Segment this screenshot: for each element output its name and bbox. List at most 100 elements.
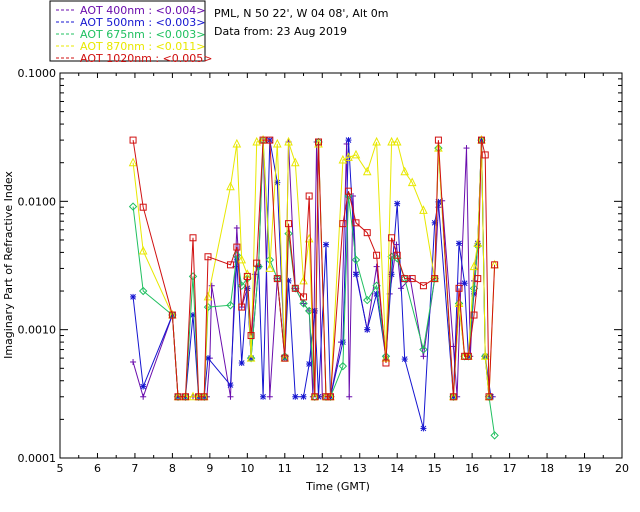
data-point-diamond: [469, 284, 479, 293]
data-point-square: [478, 136, 485, 144]
data-point-triangle: [237, 254, 247, 264]
y-axis-title: Imaginary Part of Refractive Index: [2, 171, 15, 359]
data-point-triangle: [299, 275, 308, 285]
data-point-star: [140, 383, 147, 390]
data-point-plus: [346, 393, 353, 400]
data-point-triangle: [252, 136, 262, 146]
data-point-diamond: [138, 286, 148, 296]
data-point-square: [470, 311, 478, 319]
data-point-triangle: [138, 245, 148, 255]
legend-label: AOT 870nm : <0.011>: [80, 40, 206, 53]
y-tick-label: 0.0001: [18, 452, 57, 465]
data-point-square: [315, 138, 323, 146]
data-point-star: [461, 280, 468, 287]
data-point-star: [352, 271, 359, 278]
data-point-square: [226, 261, 234, 269]
x-tick-label: 8: [169, 462, 176, 475]
data-point-triangle: [338, 154, 348, 164]
data-point-star: [306, 361, 313, 368]
data-point-diamond: [419, 345, 428, 354]
data-point-diamond: [363, 295, 372, 305]
x-tick-label: 17: [503, 462, 517, 475]
data-point-plus: [130, 358, 137, 365]
data-point-square: [238, 303, 246, 311]
y-tick-label: 0.1000: [18, 67, 57, 80]
x-tick-label: 13: [353, 462, 367, 475]
data-point-star: [260, 393, 267, 400]
data-point-plus: [373, 263, 380, 270]
data-point-triangle: [387, 136, 396, 146]
data-point-square: [491, 261, 499, 269]
data-point-star: [364, 326, 371, 333]
data-point-square: [419, 282, 427, 290]
data-point-square: [481, 151, 489, 159]
data-point-star: [420, 425, 427, 432]
x-tick-label: 6: [94, 462, 101, 475]
data-point-star: [339, 339, 346, 346]
x-tick-label: 20: [615, 462, 629, 475]
data-point-triangle: [188, 391, 198, 401]
data-point-triangle: [128, 157, 138, 167]
data-point-square: [461, 352, 469, 360]
data-point-square: [401, 275, 409, 283]
data-point-square: [485, 393, 493, 401]
data-point-square: [327, 393, 335, 401]
data-point-square: [174, 393, 182, 401]
data-point-plus: [266, 393, 273, 400]
data-point-triangle: [372, 136, 381, 146]
data-point-square: [168, 311, 176, 319]
data-point-star: [292, 393, 299, 400]
axis-ticks: [59, 73, 623, 459]
legend: AOT 400nm : <0.004>AOT 500nm : <0.003>AO…: [56, 4, 213, 65]
data-point-diamond: [299, 299, 308, 308]
x-tick-label: 14: [390, 462, 404, 475]
series-layer: [128, 134, 499, 440]
data-point-star: [456, 240, 463, 247]
data-point-star: [323, 241, 330, 248]
data-point-diamond: [351, 255, 361, 265]
data-point-square: [455, 284, 463, 292]
series-5: [129, 136, 499, 401]
legend-label: AOT 1020nm : <0.005>: [80, 52, 213, 65]
x-tick-label: 18: [540, 462, 554, 475]
legend-box: [49, 0, 206, 62]
data-point-square: [311, 393, 319, 401]
data-point-star: [300, 393, 307, 400]
data-point-square: [388, 234, 396, 242]
data-point-triangle: [400, 166, 410, 176]
data-point-star: [227, 382, 234, 389]
location-info: PML, N 50 22', W 04 08', Alt 0m: [214, 7, 388, 20]
x-tick-label: 12: [315, 462, 329, 475]
data-point-plus: [349, 193, 356, 200]
data-point-square: [273, 275, 281, 283]
data-point-square: [182, 393, 190, 401]
data-point-square: [233, 243, 241, 251]
legend-label: AOT 400nm : <0.004>: [80, 4, 206, 17]
date-info: Data from: 23 Aug 2019: [214, 25, 347, 38]
data-point-square: [204, 253, 212, 261]
data-point-square: [474, 275, 482, 283]
x-tick-label: 19: [578, 462, 592, 475]
data-point-triangle: [246, 353, 256, 362]
legend-label: AOT 500nm : <0.003>: [80, 16, 206, 29]
legend-label: AOT 675nm : <0.003>: [80, 28, 206, 41]
data-point-diamond: [490, 431, 499, 440]
data-point-triangle: [344, 152, 353, 161]
data-point-diamond: [344, 191, 353, 201]
data-point-plus: [227, 393, 234, 400]
data-point-square: [339, 220, 347, 228]
data-point-triangle: [304, 233, 314, 243]
data-point-diamond: [128, 202, 138, 211]
data-point-diamond: [392, 254, 402, 263]
data-point-square: [259, 136, 267, 144]
y-tick-label: 0.0100: [18, 195, 57, 208]
data-point-square: [291, 284, 299, 292]
y-tick-label: 0.0010: [18, 324, 57, 337]
data-point-square: [382, 359, 390, 367]
plot-area: [59, 72, 623, 459]
data-point-triangle: [265, 263, 275, 272]
data-point-plus: [463, 145, 470, 152]
data-point-plus: [233, 224, 240, 231]
data-point-triangle: [392, 136, 402, 146]
